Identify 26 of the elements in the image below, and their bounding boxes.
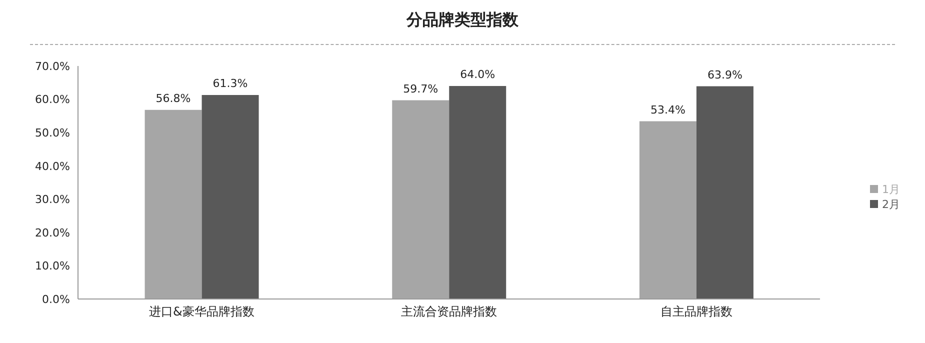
data-label: 61.3%	[212, 76, 248, 90]
y-tick-label: 40.0%	[35, 160, 70, 173]
bar	[392, 100, 450, 299]
legend-label: 2月	[882, 198, 900, 210]
bar	[202, 94, 259, 299]
data-label: 56.8%	[156, 92, 191, 105]
y-tick-label: 0.0%	[42, 292, 70, 306]
x-tick-label: 自主品牌指数	[660, 304, 732, 319]
chart-title: 分品牌类型指数	[405, 10, 520, 31]
y-tick-label: 10.0%	[35, 260, 70, 273]
bar	[144, 110, 202, 299]
legend-label: 1月	[882, 182, 900, 196]
data-label: 64.0%	[460, 68, 496, 81]
y-tick-label: 70.0%	[35, 60, 70, 73]
data-label: 63.9%	[707, 68, 742, 82]
bar	[696, 86, 754, 299]
bar	[639, 121, 696, 299]
y-tick-label: 50.0%	[35, 126, 70, 140]
data-label: 53.4%	[650, 103, 686, 116]
bar	[449, 86, 506, 299]
y-tick-label: 20.0%	[35, 226, 70, 240]
x-tick-label: 主流合资品牌指数	[401, 304, 497, 319]
y-tick-label: 60.0%	[35, 93, 70, 106]
y-tick-label: 30.0%	[35, 193, 70, 206]
data-label: 59.7%	[403, 82, 438, 96]
x-tick-label: 进口&豪华品牌指数	[148, 304, 254, 319]
